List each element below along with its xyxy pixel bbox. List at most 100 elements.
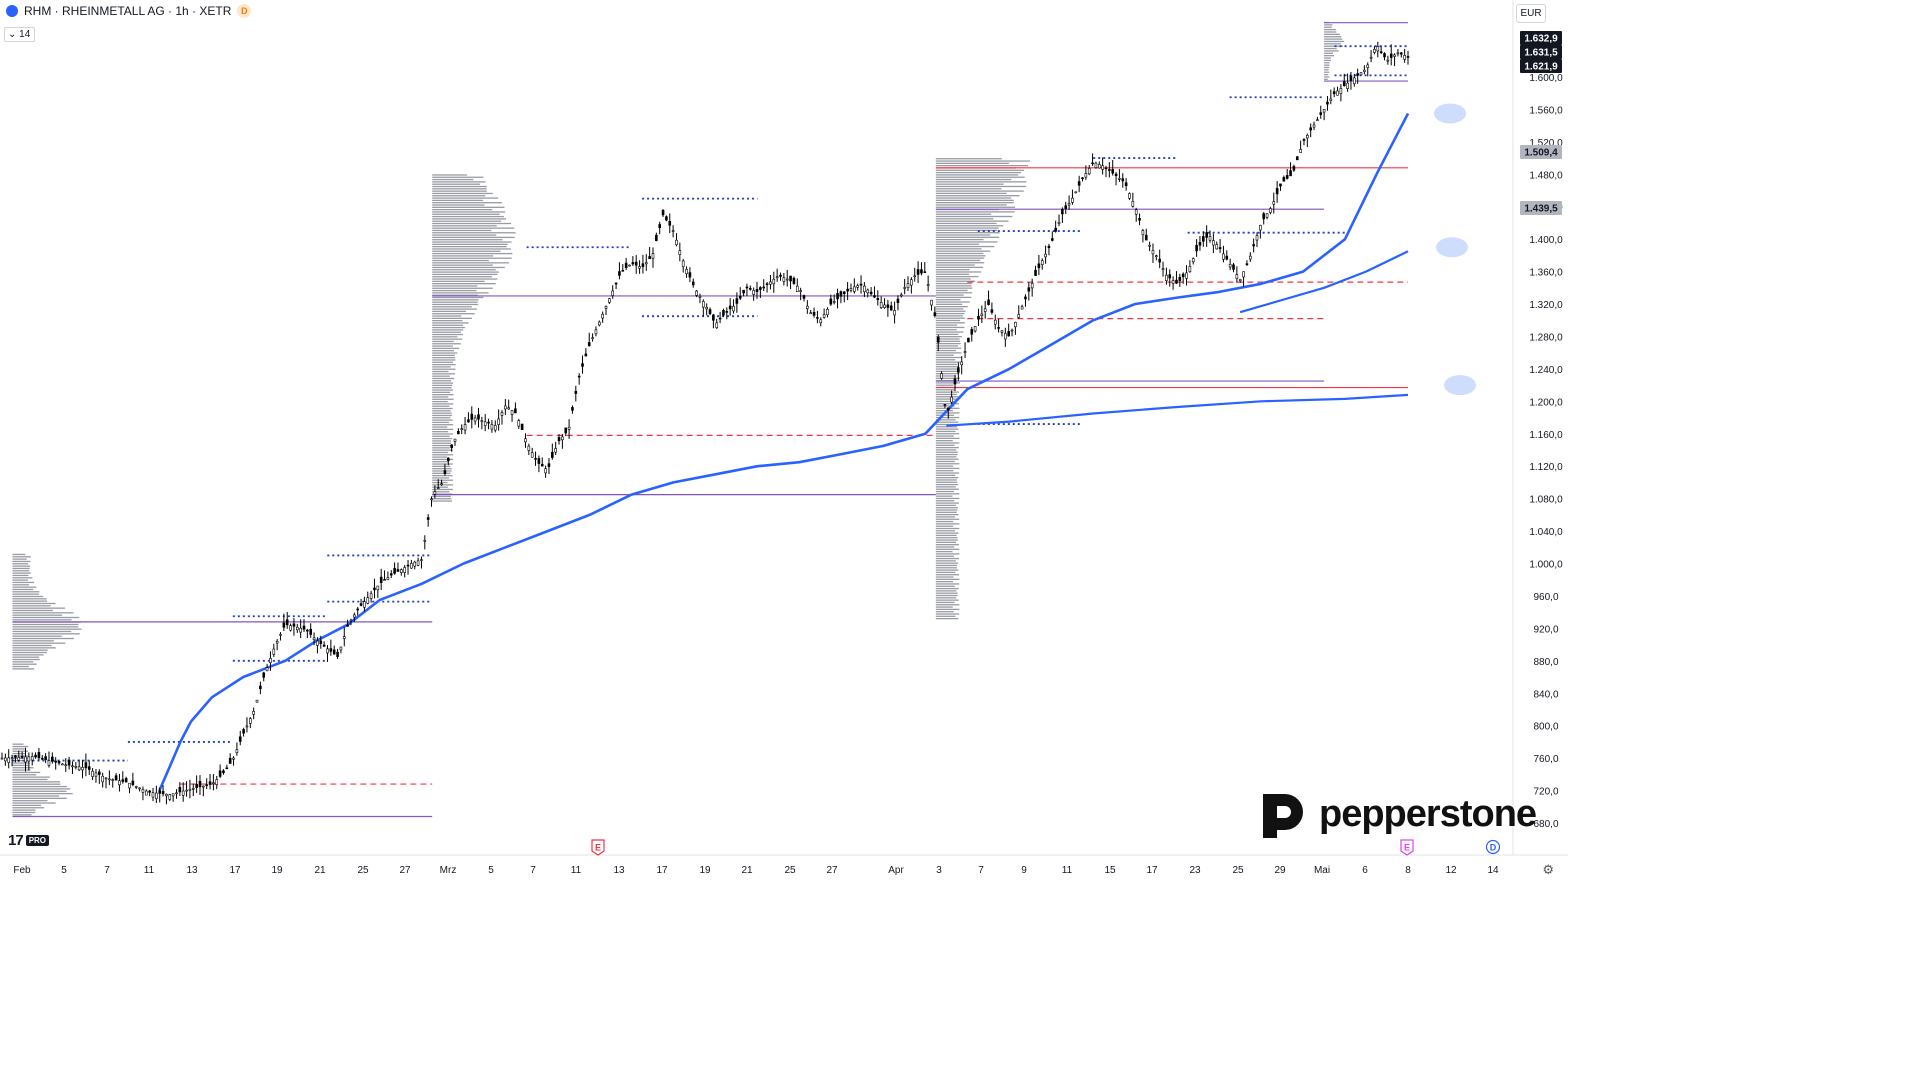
candle-body bbox=[839, 291, 843, 297]
horizontal-levels bbox=[12, 22, 1408, 818]
y-tick-label: 720,0 bbox=[1533, 787, 1558, 798]
candle-body bbox=[812, 312, 816, 316]
profile-bar bbox=[12, 769, 31, 771]
candle-body bbox=[735, 298, 739, 304]
profile-bar bbox=[432, 463, 453, 465]
candle-body bbox=[906, 283, 910, 288]
profile-bar bbox=[935, 428, 959, 430]
profile-bar bbox=[935, 421, 959, 423]
candle-body bbox=[483, 421, 487, 426]
profile-bar bbox=[935, 181, 1027, 183]
profile-bar bbox=[935, 412, 960, 414]
profile-bar bbox=[432, 343, 461, 345]
candle-body bbox=[1188, 266, 1192, 273]
time-axis[interactable]: Feb 5 7 11 13 17 19 21 25 27 Mrz 5 7 11 13 17 19 21 25 27 Ap… bbox=[0, 854, 1568, 876]
candle-body bbox=[1040, 260, 1044, 265]
candle-body bbox=[1399, 52, 1403, 55]
profile-bar bbox=[432, 285, 478, 287]
candle-body bbox=[849, 288, 853, 291]
profile-bar bbox=[935, 553, 960, 555]
candle-body bbox=[1363, 69, 1366, 72]
profile-bar bbox=[935, 310, 966, 312]
profile-bar bbox=[935, 308, 964, 310]
profile-bar bbox=[432, 333, 463, 336]
profile-bar bbox=[935, 336, 962, 338]
candle-body bbox=[1114, 173, 1118, 177]
candle-body bbox=[212, 782, 215, 784]
candle-body bbox=[487, 421, 490, 424]
indicator-period[interactable]: ⌄ 14 bbox=[4, 27, 36, 42]
candle-body bbox=[611, 290, 615, 296]
profile-bar bbox=[935, 440, 953, 442]
candle-body bbox=[1393, 54, 1396, 57]
candle-body bbox=[816, 317, 819, 319]
profile-bar bbox=[935, 437, 960, 440]
candle-body bbox=[198, 780, 202, 788]
profile-bar bbox=[432, 252, 513, 255]
candle-body bbox=[61, 763, 64, 766]
profile-bar bbox=[1324, 76, 1330, 78]
candle-body bbox=[275, 641, 279, 644]
profile-bar bbox=[1324, 78, 1328, 80]
profile-bar bbox=[432, 324, 464, 326]
candle-body bbox=[101, 775, 104, 783]
candle-body bbox=[957, 367, 960, 373]
gear-icon[interactable]: ⚙ bbox=[1542, 862, 1554, 877]
x-tick-label: 14 bbox=[1487, 865, 1499, 876]
symbol-header[interactable]: RHM · RHEINMETALL AG · 1h · XETR D bbox=[6, 4, 252, 18]
profile-bar bbox=[935, 192, 1007, 195]
y-tick-label: 1.000,0 bbox=[1529, 560, 1563, 571]
currency-selector[interactable]: EUR bbox=[1516, 4, 1546, 23]
candle-body bbox=[514, 408, 517, 414]
profile-bar bbox=[432, 215, 504, 218]
profile-bar bbox=[935, 248, 982, 250]
candle-body bbox=[802, 295, 806, 299]
candle-body bbox=[789, 275, 792, 282]
x-tick-label: 19 bbox=[271, 865, 283, 876]
candle-body bbox=[866, 289, 870, 294]
profile-bar bbox=[12, 565, 30, 567]
candle-body bbox=[98, 771, 101, 775]
tradingview-logo[interactable]: 17 PRO bbox=[8, 832, 50, 849]
candle-body bbox=[37, 752, 41, 759]
candle-body bbox=[255, 699, 259, 703]
candle-body bbox=[302, 625, 306, 630]
profile-bar bbox=[935, 227, 999, 229]
price-axis[interactable]: 680,0 720,0 760,0 800,0 840,0 880,0 920,0 960,0… bbox=[1512, 0, 1563, 855]
candle-body bbox=[51, 756, 54, 762]
dividend-event-icon bbox=[1485, 839, 1501, 855]
y-tick-label: 1.320,0 bbox=[1529, 300, 1563, 311]
candle-body bbox=[1265, 213, 1269, 218]
candle-body bbox=[426, 517, 430, 520]
event-letter: E bbox=[595, 843, 601, 853]
candle-body bbox=[1309, 127, 1312, 131]
profile-bar bbox=[432, 259, 489, 262]
candle-body bbox=[1316, 119, 1319, 122]
profile-bar bbox=[12, 778, 48, 781]
candle-body bbox=[1111, 169, 1115, 174]
profile-bar bbox=[432, 407, 453, 410]
candle-body bbox=[326, 648, 329, 654]
candle-body bbox=[460, 428, 464, 430]
dividend-badge[interactable]: D bbox=[237, 4, 252, 18]
profile-bar bbox=[935, 615, 956, 617]
profile-bar bbox=[935, 213, 992, 215]
candle-body bbox=[936, 336, 940, 343]
price-chart[interactable]: 680,0 720,0 760,0 800,0 840,0 880,0 920,0 960,0… bbox=[0, 0, 1568, 880]
candle-body bbox=[205, 784, 208, 786]
candle-body bbox=[577, 375, 581, 378]
x-tick-label: Mai bbox=[1314, 865, 1330, 876]
profile-bar bbox=[432, 222, 512, 225]
candle-body bbox=[1289, 170, 1292, 177]
candle-body bbox=[762, 286, 766, 289]
candle-body bbox=[24, 756, 27, 763]
profile-bar bbox=[432, 264, 493, 266]
candle-body bbox=[47, 760, 51, 766]
candle-body bbox=[1134, 209, 1138, 215]
profile-bar bbox=[935, 594, 958, 597]
ellipse-markers bbox=[1434, 103, 1476, 396]
profile-bar bbox=[432, 245, 507, 248]
profile-bar bbox=[432, 236, 515, 239]
price-label-bg bbox=[1520, 201, 1562, 215]
candle-body bbox=[1389, 53, 1393, 58]
